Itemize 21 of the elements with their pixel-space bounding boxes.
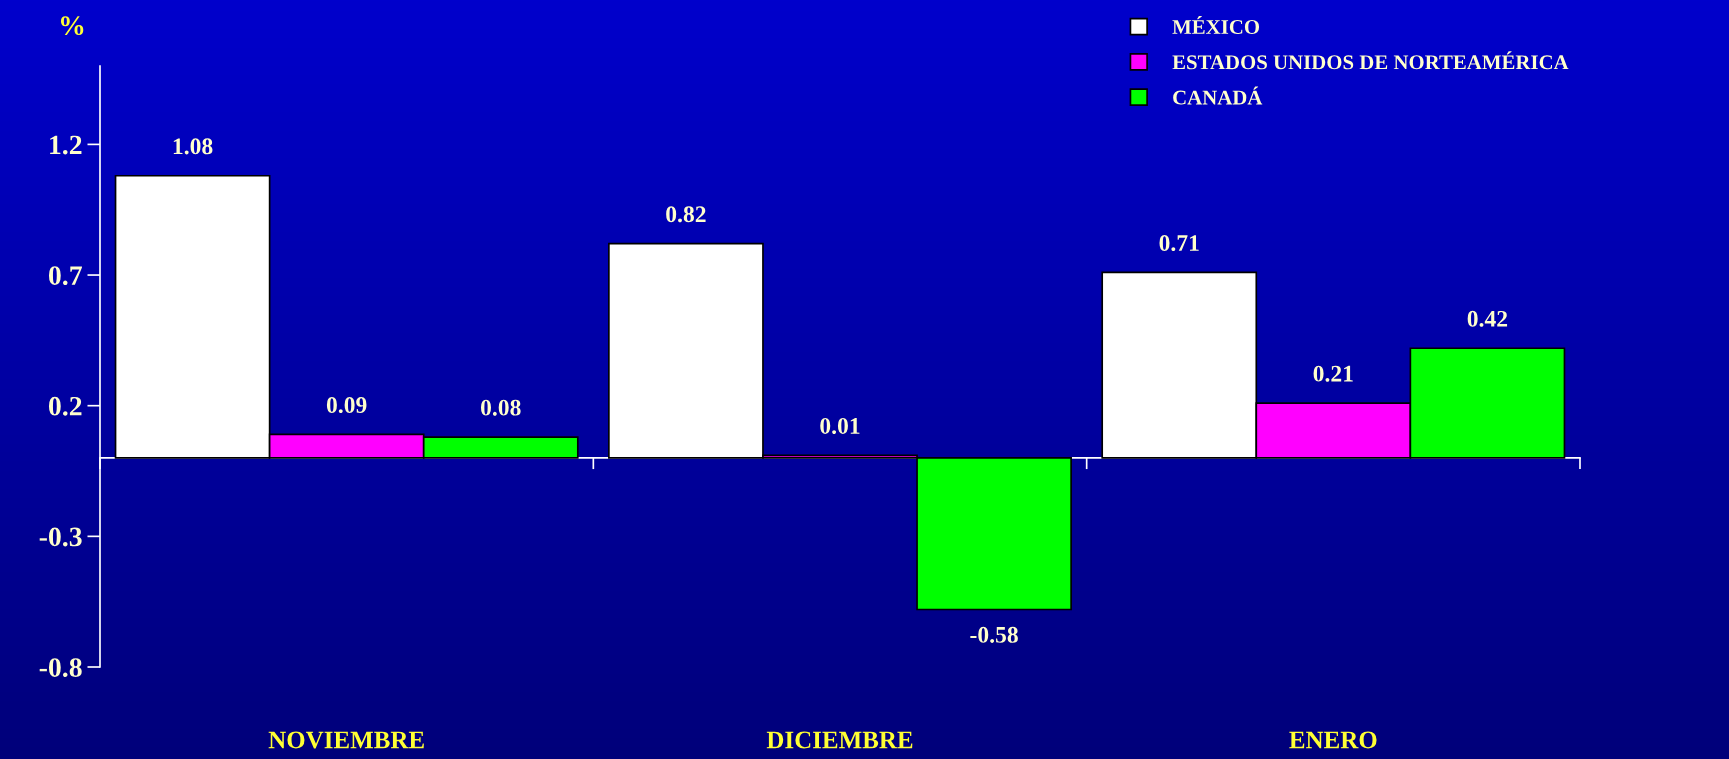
x-tick-label: ENERO (1289, 731, 1377, 749)
legend-label: CANADÁ (1173, 86, 1263, 105)
y-tick-label: 1.2 (50, 135, 82, 155)
data-label: 0.42 (1467, 310, 1508, 327)
data-label: 0.08 (480, 399, 521, 416)
x-tick-label: NOVIEMBRE (268, 731, 424, 749)
data-label: -0.58 (970, 626, 1018, 643)
legend-label: ESTADOS UNIDOS DE NORTEAMÉRICA (1172, 51, 1569, 70)
data-label: 0.82 (666, 206, 706, 223)
data-label: 0.71 (1159, 235, 1199, 252)
y-tick-label: -0.8 (39, 658, 82, 678)
y-tick-label: -0.3 (39, 527, 82, 547)
data-label: 1.08 (173, 138, 213, 155)
data-label: 0.21 (1313, 365, 1353, 382)
y-tick-label: 0.2 (48, 396, 82, 416)
y-axis-title: % (60, 16, 84, 36)
data-label: 0.01 (820, 417, 860, 434)
legend-label: MÉXICO (1172, 16, 1260, 35)
y-tick-label: 0.7 (48, 266, 82, 286)
x-tick-label: DICIEMBRE (766, 731, 913, 749)
data-label: 0.09 (326, 397, 367, 414)
